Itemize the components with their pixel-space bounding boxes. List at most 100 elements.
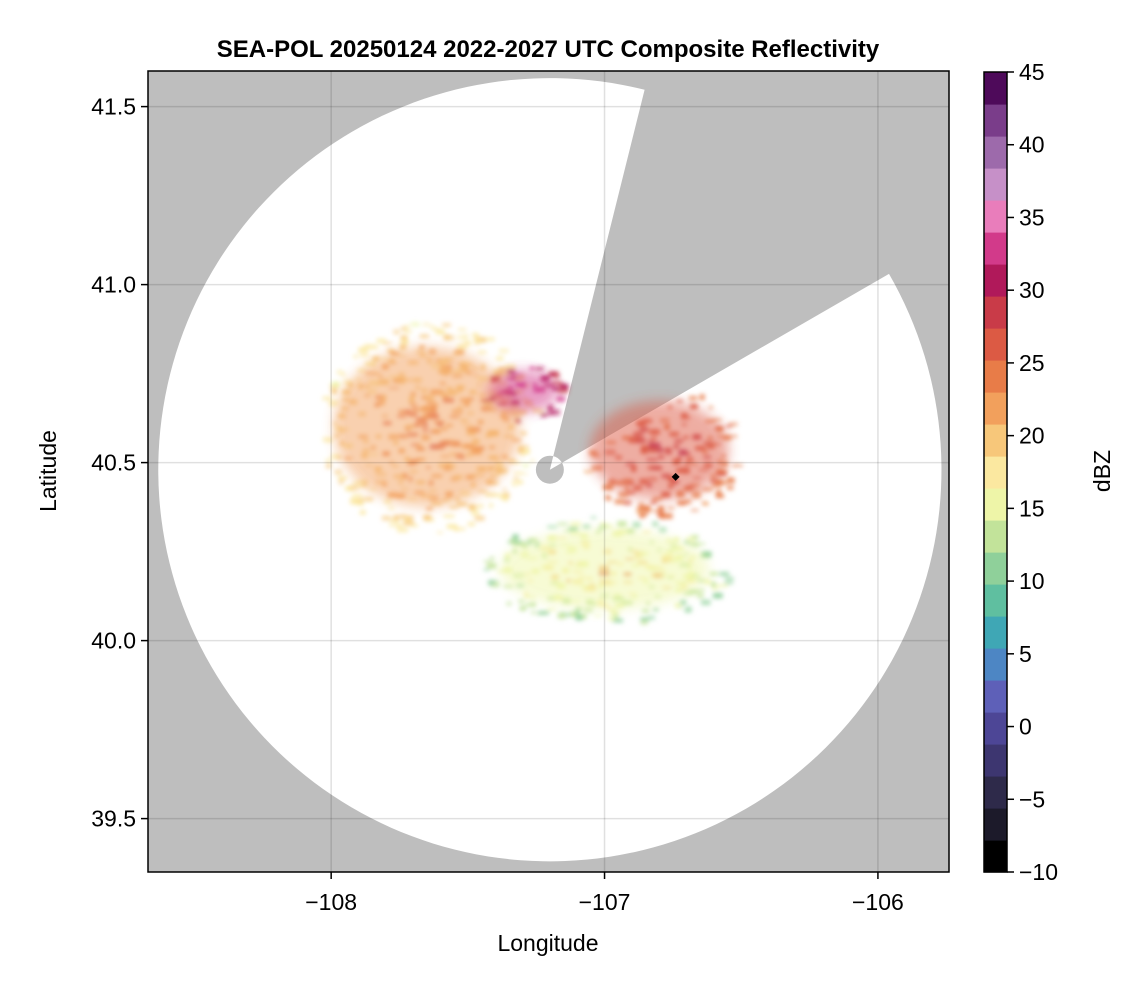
echo-cell — [422, 322, 430, 327]
echo-cell — [724, 580, 734, 585]
echo-cell — [545, 407, 553, 410]
echo-cell — [404, 330, 412, 334]
echo-cell — [376, 338, 387, 344]
echo-cell — [558, 613, 566, 619]
colorbar: −10 −5 0 5 10 15 20 25 30 35 40 45 — [983, 59, 1058, 885]
echo-cell — [600, 522, 607, 526]
echo-cell — [387, 348, 395, 353]
echo-base-east-lobe — [589, 400, 729, 500]
colorbar-tick-label: −10 — [1019, 859, 1058, 885]
echo-cell — [363, 344, 373, 350]
echo-cell — [547, 412, 554, 415]
colorbar-tick-label: 10 — [1019, 568, 1045, 594]
colorbar-segment — [984, 808, 1007, 841]
echo-cell — [485, 493, 496, 497]
echo-cell — [494, 371, 504, 376]
echo-cell — [565, 612, 571, 617]
echo-cell — [503, 495, 509, 502]
echo-cell — [641, 512, 646, 516]
echo-cell — [457, 343, 467, 350]
echo-cell — [389, 519, 400, 523]
echo-cell — [716, 584, 728, 588]
echo-cell — [511, 480, 518, 487]
echo-cell — [357, 483, 365, 488]
echo-cell — [457, 501, 468, 507]
echo-cell — [353, 355, 358, 359]
x-axis-label: Longitude — [497, 930, 598, 956]
echo-cell — [508, 459, 516, 463]
colorbar-segment — [984, 392, 1007, 425]
echo-cell — [551, 381, 562, 385]
echo-cell — [329, 402, 337, 407]
colorbar-tick-label: 25 — [1019, 350, 1045, 376]
echo-cell — [341, 373, 346, 377]
echo-cell — [474, 515, 485, 521]
colorbar-segment — [984, 552, 1007, 585]
echo-cell — [399, 346, 406, 351]
echo-cell — [577, 607, 584, 611]
echo-cell — [442, 323, 451, 327]
colorbar-segment — [984, 104, 1007, 137]
colorbar-segment — [984, 232, 1007, 265]
echo-cell — [538, 610, 550, 615]
colorbar-segment — [984, 328, 1007, 361]
echo-cell — [652, 521, 659, 527]
echo-cell — [699, 542, 706, 546]
y-tick-label: 40.5 — [91, 450, 136, 476]
echo-cell — [708, 405, 714, 410]
echo-cell — [513, 477, 519, 480]
echo-cell — [431, 327, 439, 331]
echo-cell — [463, 340, 472, 346]
echo-cell — [501, 488, 508, 491]
echo-cell — [401, 339, 409, 345]
echo-cell — [449, 505, 459, 509]
echo-cell — [689, 395, 698, 401]
echo-cell — [712, 418, 722, 422]
echo-cell — [518, 472, 529, 475]
x-tick-label: −106 — [852, 889, 904, 915]
echo-cell — [503, 584, 514, 589]
echo-cell — [575, 608, 580, 614]
echo-cell — [584, 607, 593, 613]
echo-cell — [338, 479, 344, 485]
echo-cell — [613, 613, 619, 619]
colorbar-label: dBZ — [1089, 450, 1115, 492]
echo-cell — [331, 381, 340, 388]
reflectivity-field — [322, 322, 743, 625]
echo-cell — [557, 388, 569, 394]
colorbar-tick-label: 35 — [1019, 204, 1045, 230]
echo-cell — [467, 522, 475, 527]
y-axis-label: Latitude — [35, 430, 61, 512]
echo-cell — [334, 469, 343, 475]
echo-cell — [690, 404, 698, 410]
echo-cell — [726, 477, 735, 484]
echo-cell — [363, 497, 374, 501]
echo-cell — [520, 431, 527, 435]
echo-cell — [384, 499, 392, 504]
echo-cell — [688, 542, 699, 546]
echo-cell — [594, 614, 602, 617]
echo-cell — [488, 502, 494, 509]
echo-cell — [453, 527, 460, 531]
echo-cell — [556, 396, 565, 402]
echo-cell — [639, 513, 645, 519]
echo-cell — [726, 485, 734, 490]
echo-cell — [350, 485, 359, 491]
echo-cell — [525, 602, 535, 607]
echo-cell — [659, 514, 665, 520]
echo-cell — [400, 326, 408, 331]
echo-cell — [711, 581, 716, 588]
colorbar-segment — [984, 712, 1007, 745]
echo-cell — [726, 424, 732, 428]
echo-cell — [468, 504, 476, 511]
echo-cell — [387, 506, 395, 510]
echo-cell — [661, 513, 673, 519]
echo-cell — [336, 369, 343, 375]
echo-cell — [583, 470, 593, 473]
echo-cell — [684, 609, 691, 613]
colorbar-tick-label: 45 — [1019, 59, 1045, 85]
echo-cell — [325, 459, 332, 462]
echo-cell — [704, 578, 711, 585]
colorbar-tick-label: 40 — [1019, 132, 1045, 158]
echo-cell — [547, 525, 558, 529]
